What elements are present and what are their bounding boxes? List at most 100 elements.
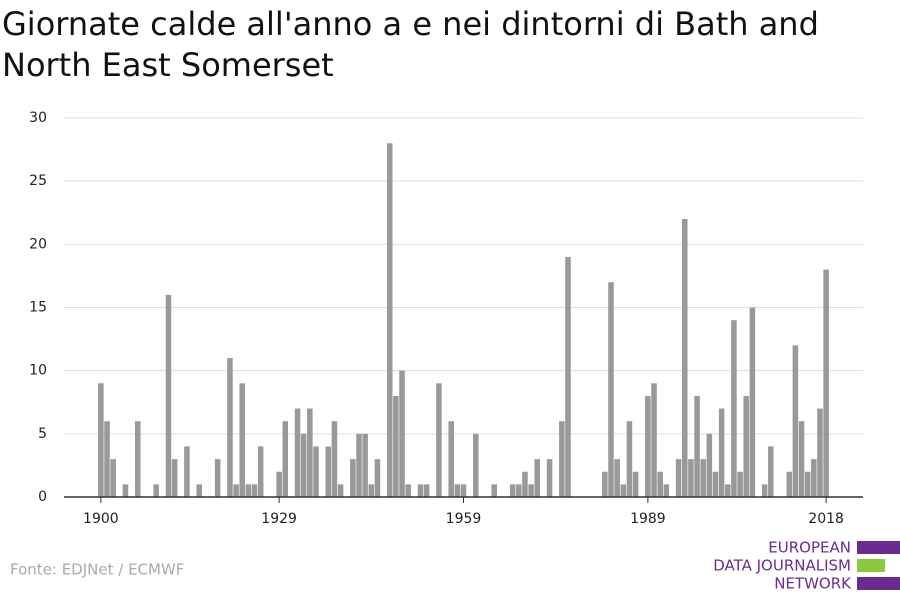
bar xyxy=(663,484,670,497)
bar xyxy=(725,484,731,497)
bar xyxy=(307,408,313,497)
logo-bar xyxy=(857,577,900,590)
y-tick-label: 30 xyxy=(29,110,47,126)
logo-text: DATA JOURNALISM xyxy=(713,557,851,575)
bar xyxy=(528,484,534,497)
logo-text: EUROPEAN xyxy=(768,539,851,557)
bar xyxy=(473,433,479,497)
bar xyxy=(700,459,706,497)
bar xyxy=(626,421,633,497)
bar xyxy=(239,383,246,497)
bar xyxy=(374,459,381,497)
bar xyxy=(393,395,399,497)
logo-bar xyxy=(857,541,900,554)
bar xyxy=(325,446,332,497)
y-tick-label: 20 xyxy=(29,236,47,252)
y-tick-label: 15 xyxy=(29,300,47,316)
bar xyxy=(491,484,497,497)
bar xyxy=(522,471,528,497)
bar xyxy=(294,408,301,497)
bar xyxy=(196,484,202,497)
bar xyxy=(436,383,442,497)
x-tick-label: 1900 xyxy=(83,511,119,527)
bar xyxy=(251,484,258,497)
bar xyxy=(706,433,713,497)
y-tick-label: 0 xyxy=(38,489,47,505)
bar xyxy=(110,459,116,497)
bar xyxy=(811,459,817,497)
bar xyxy=(534,459,541,497)
y-tick-label: 10 xyxy=(29,363,47,379)
x-tick-label: 2018 xyxy=(808,511,844,527)
bar xyxy=(227,358,233,497)
logo: EUROPEAN DATA JOURNALISM NETWORK xyxy=(713,539,900,593)
y-tick-label: 5 xyxy=(38,426,47,442)
bar xyxy=(657,471,663,497)
bar xyxy=(817,408,823,497)
bar xyxy=(257,446,264,497)
bar xyxy=(768,446,774,497)
bar xyxy=(608,282,614,497)
bar xyxy=(718,408,725,497)
bar xyxy=(761,484,768,497)
bar xyxy=(313,446,319,497)
bar xyxy=(122,484,129,497)
bar xyxy=(276,471,282,497)
bar xyxy=(399,370,405,497)
bar xyxy=(184,446,190,497)
bar xyxy=(737,471,743,497)
bar xyxy=(559,421,565,497)
bar xyxy=(743,395,749,497)
bar xyxy=(356,433,362,497)
bar xyxy=(98,383,104,497)
bar xyxy=(565,256,571,497)
bar xyxy=(134,421,141,497)
bar xyxy=(712,471,719,497)
x-tick-label: 1989 xyxy=(630,511,666,527)
bar xyxy=(731,320,737,497)
bar xyxy=(786,471,793,497)
bar xyxy=(233,484,239,497)
bar xyxy=(688,459,694,497)
bar xyxy=(823,269,829,497)
bar xyxy=(368,484,375,497)
bar xyxy=(362,433,368,497)
bar xyxy=(749,307,756,497)
bar xyxy=(792,345,799,497)
bar xyxy=(675,459,682,497)
logo-bar xyxy=(857,559,885,572)
bar xyxy=(331,421,338,497)
bar xyxy=(405,484,411,497)
bar xyxy=(546,459,553,497)
y-tick-label: 25 xyxy=(29,173,47,189)
source: Fonte: EDJNet / ECMWF xyxy=(10,561,184,579)
bar xyxy=(165,294,172,497)
bar xyxy=(448,421,454,497)
chart-title: North East Somerset xyxy=(2,46,334,84)
bar xyxy=(423,484,430,497)
x-tick-label: 1959 xyxy=(446,511,482,527)
bar xyxy=(153,484,159,497)
bar xyxy=(798,421,805,497)
bar xyxy=(804,471,811,497)
bar xyxy=(602,471,608,497)
bar xyxy=(681,219,688,498)
bar xyxy=(104,421,110,497)
bar xyxy=(282,421,289,497)
bar xyxy=(620,484,627,497)
logo-text: NETWORK xyxy=(774,575,852,593)
bar xyxy=(614,459,620,497)
bar xyxy=(694,395,700,497)
x-tick-label: 1929 xyxy=(261,511,297,527)
bar xyxy=(171,459,178,497)
bar xyxy=(350,459,356,497)
bar xyxy=(417,484,424,497)
bar xyxy=(245,484,252,497)
bar xyxy=(300,433,307,497)
bar xyxy=(460,484,467,497)
bar xyxy=(454,484,461,497)
bar xyxy=(386,143,393,497)
bar xyxy=(214,459,221,497)
bar xyxy=(651,383,657,497)
